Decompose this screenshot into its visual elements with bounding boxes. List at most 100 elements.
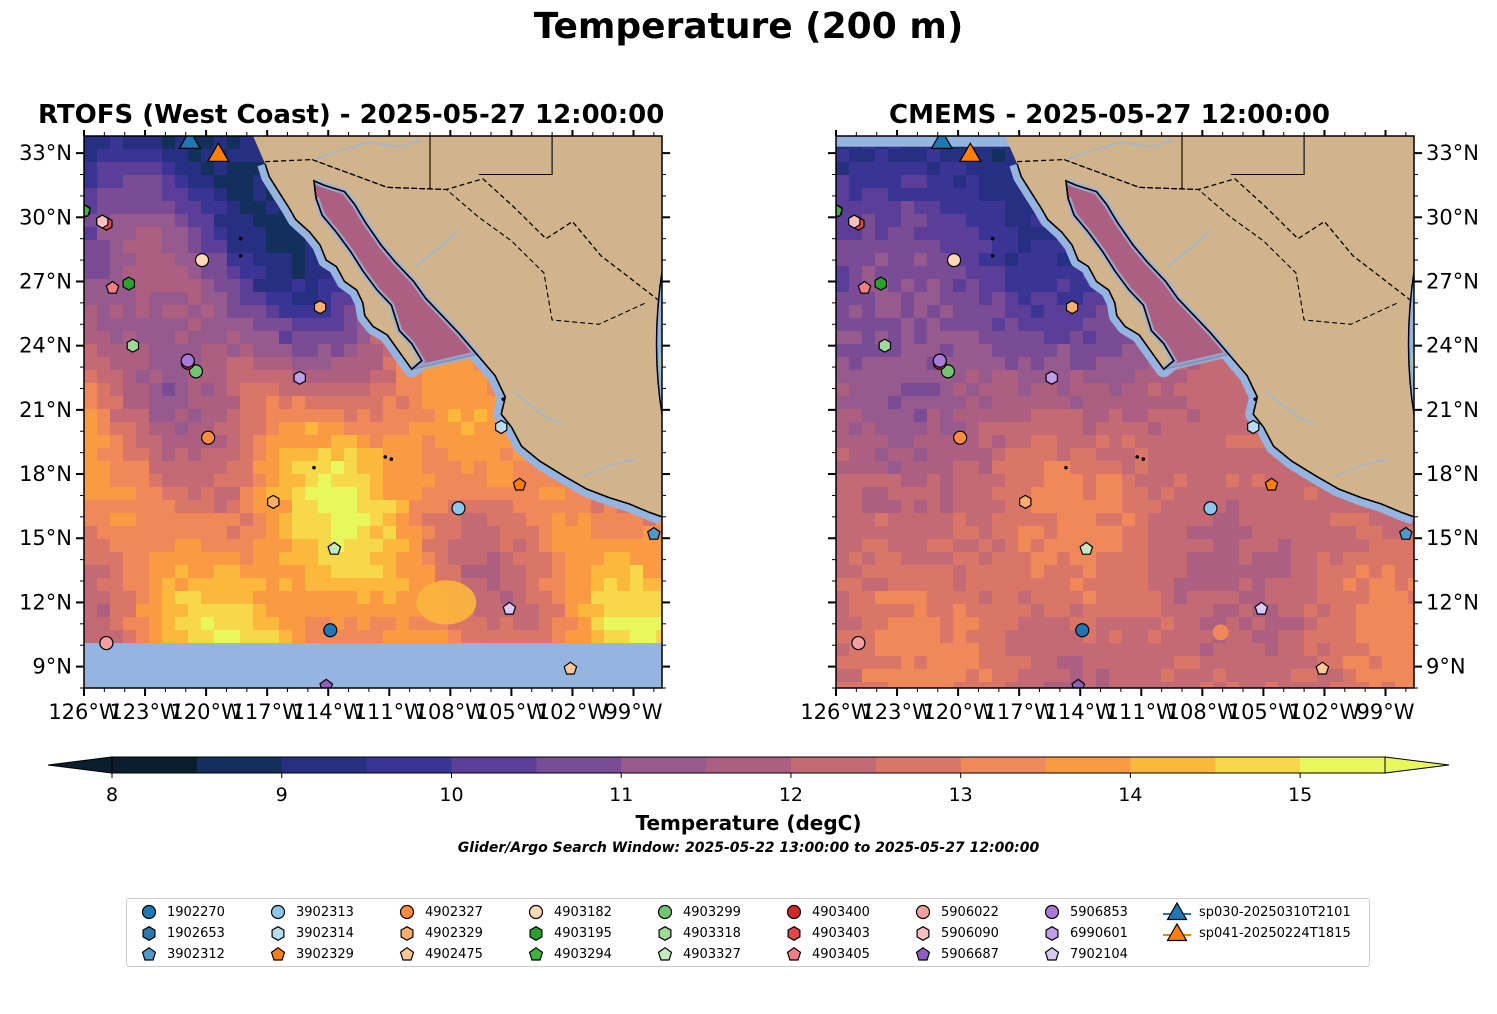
circle-marker-icon [528,904,544,920]
triangle-marker-icon [1163,922,1191,942]
argo-marker-1902270 [1075,623,1090,638]
island [238,236,243,241]
island [312,465,316,470]
hexagon-marker-icon [400,926,414,941]
hexagon-marker-icon [787,926,801,941]
colorbar-extend-low [47,756,113,774]
argo-marker-3902312 [1398,526,1413,540]
argo-marker-5906022 [99,635,114,651]
map-frame [835,135,1415,689]
colorbar-tick-label: 9 [275,784,288,806]
legend-item-5906687: 5906687 [913,945,999,963]
colorbar-segment [1130,757,1216,773]
lon-tick-label: 117°W [983,700,1055,724]
argo-marker-6990601 [1045,370,1059,385]
platform-legend: 1902270 1902653 3902312 3902313 3902314 39023… [126,898,1370,967]
lat-tick-label: 9°N [1426,655,1466,679]
legend-label: 4903195 [554,925,612,941]
lat-tick-label: 27°N [1426,269,1479,293]
legend-label: 4903318 [683,925,741,941]
glider-marker-sp030-20250310T2101 [930,136,954,149]
colorbar-segment [875,757,962,773]
island [1135,455,1140,459]
argo-marker-5906853 [932,353,947,368]
colorbar-segment [790,757,877,773]
colorbar-label: Temperature (degC) [635,811,862,835]
coastline [264,163,662,518]
lon-tick-label: 105°W [476,700,548,724]
argo-marker-4902329 [267,494,280,510]
hexagon-marker-icon [916,926,930,941]
argo-marker-3902314 [495,419,508,435]
map-panel-cmems: 126°W123°W120°W117°W114°W111°W108°W105°W… [800,130,1479,724]
colorbar-segment [366,757,452,773]
argo-marker-4902475 [1315,661,1330,675]
international-border [1017,158,1414,304]
pentagon-marker-icon [657,946,673,961]
legend-label: 4903400 [812,904,870,920]
island [501,397,506,401]
argo-marker-4903182 [194,252,210,268]
circle-marker-icon [657,904,673,920]
lat-tick-label: 27°N [19,269,72,293]
legend-label: 3902329 [296,946,354,962]
argo-marker-5906853 [180,353,195,368]
legend-item-4902327: 4902327 [397,903,483,921]
lat-tick-label: 18°N [1426,462,1479,486]
legend-item-5906853: 5906853 [1042,903,1128,921]
lon-tick-label: 120°W [170,700,242,724]
colorbar-tick-label: 11 [609,784,634,806]
argo-marker-4903299 [188,364,204,379]
pentagon-marker-icon [528,946,544,961]
pentagon-marker-icon [141,946,157,961]
legend-label: 3902314 [296,925,354,941]
argo-marker-4902329 [313,300,327,315]
legend-item-4903299: 4903299 [655,903,741,921]
circle-marker-icon [786,904,802,920]
colorbar-tick-label: 13 [948,784,973,806]
argo-marker-4902327 [953,430,968,445]
lat-tick-label: 24°N [1426,334,1479,358]
argo-marker-7902104 [502,601,517,615]
island [1141,457,1146,461]
lon-tick-label: 123°W [109,700,181,724]
colorbar-segment [1045,757,1131,773]
island [1253,397,1258,401]
circle-marker-icon [915,904,931,920]
argo-marker-4902327 [201,430,216,445]
lon-tick-label: 99°W [1357,700,1415,724]
legend-item-4903327: 4903327 [655,945,741,963]
colorbar-segment [112,757,198,773]
legend-item-3902329: 3902329 [268,945,354,963]
legend-label: 5906853 [1070,904,1128,920]
figure-title: Temperature (200 m) [533,6,964,47]
colorbar-segment [451,757,537,773]
river [1334,458,1388,477]
panel-title-rtofs: RTOFS (West Coast) - 2025-05-27 12:00:00 [38,100,665,130]
argo-marker-3902329 [512,477,527,491]
legend-item-4903182: 4903182 [526,903,612,921]
legend-label: 4903327 [683,946,741,962]
argo-marker-4902329 [1018,494,1032,510]
legend-label: 4903182 [554,904,612,920]
colorbar-segment [536,757,622,773]
argo-marker-3902314 [1246,419,1260,435]
lat-tick-label: 30°N [1426,205,1479,229]
lon-tick-label: 126°W [48,700,120,724]
argo-marker-6990601 [293,370,306,385]
hexagon-marker-icon [142,926,156,941]
legend-item-sp041-20250224T1815: sp041-20250224T1815 [1163,922,1351,942]
no-data-band [836,136,1021,147]
river [1065,139,1173,161]
legend-label: 4903299 [683,904,741,920]
river [1264,390,1315,424]
lon-tick-label: 108°W [1167,700,1239,724]
legend-item-1902653: 1902653 [139,924,225,942]
gulf-of-mexico-edge [1407,266,1414,420]
legend-label: 1902270 [167,904,225,920]
river [313,139,421,161]
legend-item-1902270: 1902270 [139,903,225,921]
lon-tick-label: 111°W [1106,700,1178,724]
colorbar-segment [960,757,1047,773]
circle-marker-icon [270,904,286,920]
